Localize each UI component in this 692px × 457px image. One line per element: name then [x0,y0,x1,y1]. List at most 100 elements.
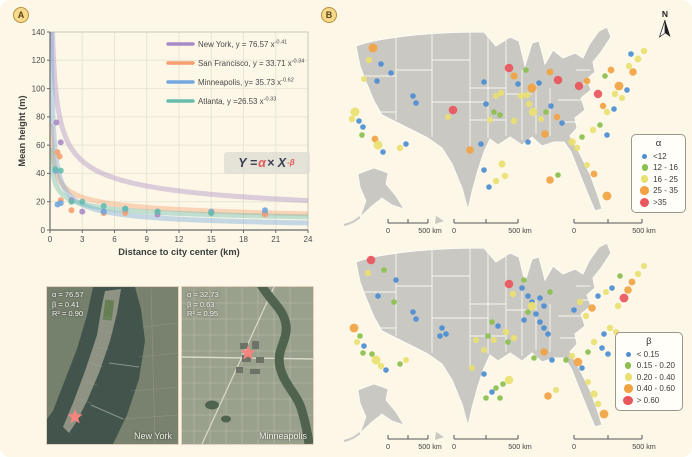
svg-text:500 km: 500 km [418,226,442,235]
svg-text:80: 80 [36,113,45,122]
map-dot [510,334,518,342]
map-dot [624,286,632,294]
map-dot [481,79,487,85]
map-dot [602,191,612,201]
map-dot [545,331,551,337]
svg-text:500 km: 500 km [508,442,532,451]
legend-entry: Minneapolis, y= 35.73 x-0.62 [198,78,294,87]
map-dot [568,138,576,146]
curve-new-york [50,32,308,204]
legend-item: > 0.60 [623,395,675,406]
us-mainland [355,242,612,428]
map-dot [602,73,608,79]
satellite-image-new-york: α = 76.57 β = 0.41 R² = 0.90 New York [47,287,178,444]
city-label-minneapolis: Minneapolis [258,431,307,441]
legend-entry: New York, y = 76.57 x-0.41 [198,40,287,49]
map-dot [606,324,614,332]
map-dot [497,89,505,97]
map-dot [359,132,365,138]
stat-r2: R² = 0.95 [187,309,219,318]
map-dot [531,355,537,361]
map-dot [537,295,543,301]
map-dot [393,277,399,283]
map-dot [624,87,630,93]
height-chart-svg: 0 3 6 9 12 15 18 21 24 0 20 40 60 80 100 120 140 Distance… [17,28,313,257]
map-alpha-legend: α <12 12 - 16 16 - 25 25 - 35 >35 [631,134,686,214]
map-dot [568,352,576,360]
map-dot [544,392,552,400]
new-york-aerial-graphic [47,287,178,444]
map-dot [364,269,372,277]
legend-dot [623,395,634,406]
north-label: N [661,9,669,19]
map-dot [491,109,497,115]
map-dot [576,298,584,306]
map-dot [590,170,598,178]
map-dot [629,68,637,76]
scatter-point [208,210,215,217]
minneapolis-aerial-graphic [182,287,313,444]
map-dot [543,109,549,115]
map-dot [571,307,577,313]
map-dot [541,325,547,331]
stat-beta: β = 0.41 [52,299,80,309]
map-dot [521,317,527,323]
map-dot [628,51,634,57]
panel-b-label: B [325,10,333,20]
map-dot [619,95,625,101]
map-dot [448,105,458,115]
map-dot [360,350,366,356]
map-dot [497,395,503,401]
fit-stats-minneapolis: α = 32.73 β = 0.63 R² = 0.95 [187,290,219,319]
map-dot [628,278,636,286]
scatter-point [262,211,268,218]
aleutian-islands [343,216,361,226]
svg-text:3: 3 [80,235,85,244]
legend-item: 12 - 16 [639,163,678,172]
map-dot [403,357,409,363]
legend-label: > 0.60 [636,395,660,405]
map-dot [536,80,542,86]
map-dot [361,343,367,349]
map-alpha-svg: 0 500 km 0 500 km 0 500 km [343,26,656,235]
legend-item: 0.20 - 0.40 [623,373,675,382]
stat-r2: R² = 0.90 [52,309,84,318]
map-dot [371,355,381,365]
map-dot [495,323,501,329]
legend-label: 0.15 - 0.20 [636,361,675,370]
map-dot [375,293,381,299]
map-dot [478,141,484,147]
map-dot [548,103,554,109]
scatter-point [57,200,64,207]
map-dot [380,149,386,155]
north-arrow: N [655,10,675,44]
map-dot [625,62,633,70]
map-dot [583,77,591,85]
map-dot [541,130,549,138]
alaska-inset [357,383,405,434]
map-dot [360,124,366,130]
svg-text:0: 0 [572,226,576,235]
legend-label: >35 [653,197,667,207]
legend-title: β [646,336,652,347]
map-dot [491,337,497,343]
map-dot [504,375,514,385]
scale-bars: 0 500 km 0 500 km 0 500 km [386,435,656,451]
map-dot [493,93,499,99]
map-dot [604,132,610,138]
map-beta-svg: 0 500 km 0 500 km 0 500 km [343,242,656,451]
map-dot [555,172,561,178]
map-dot [528,107,538,117]
map-dot [527,83,537,93]
svg-text:0: 0 [386,442,390,451]
map-dot [590,338,598,346]
legend-dot [640,175,649,183]
formula-times: × X [266,156,287,170]
legend-label: 25 - 35 [653,186,678,195]
scatter-point [57,139,64,146]
map-dot [617,273,623,279]
svg-text:12: 12 [175,235,184,244]
scatter-point [122,205,129,212]
map-dot [546,176,554,184]
formula-pre: Y = [238,156,258,170]
